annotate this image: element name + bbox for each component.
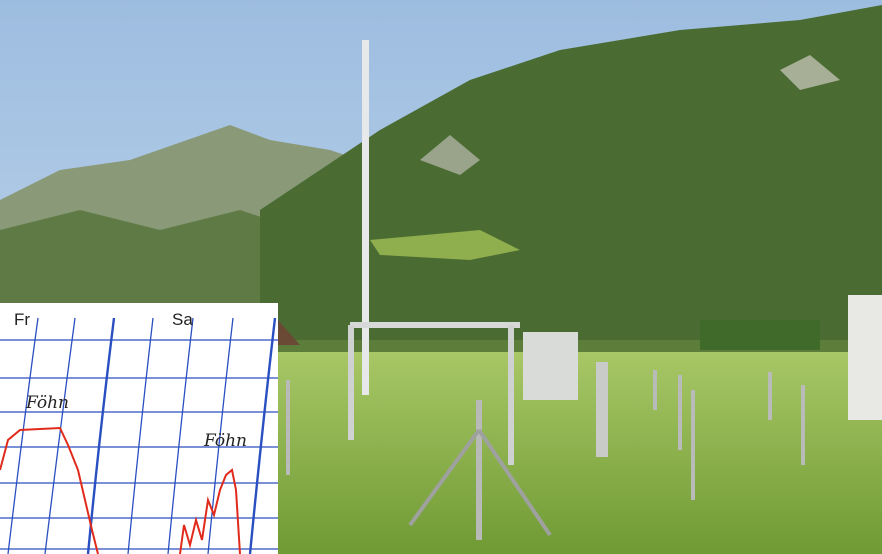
day-label: Fr bbox=[14, 310, 30, 329]
day-label: Sa bbox=[172, 310, 193, 329]
annotation: Föhn bbox=[25, 393, 69, 413]
chart-inset: Fr Sa Föhn Föhn bbox=[0, 303, 278, 554]
annotation: Föhn bbox=[203, 431, 247, 451]
